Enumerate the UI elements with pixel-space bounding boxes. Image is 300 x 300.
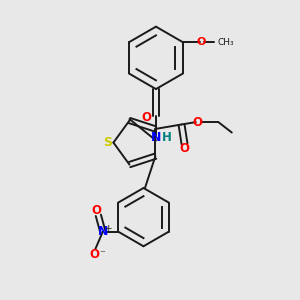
Text: H: H: [161, 131, 171, 144]
Text: O: O: [141, 111, 152, 124]
Text: N: N: [152, 131, 162, 144]
Text: O: O: [92, 204, 102, 218]
Text: S: S: [103, 136, 112, 149]
Text: N: N: [98, 225, 108, 238]
Text: CH₃: CH₃: [217, 38, 234, 47]
Text: +: +: [104, 224, 112, 232]
Text: O: O: [89, 248, 99, 261]
Text: ⁻: ⁻: [99, 249, 105, 259]
Text: O: O: [192, 116, 202, 129]
Text: O: O: [196, 37, 206, 47]
Text: O: O: [179, 142, 190, 155]
